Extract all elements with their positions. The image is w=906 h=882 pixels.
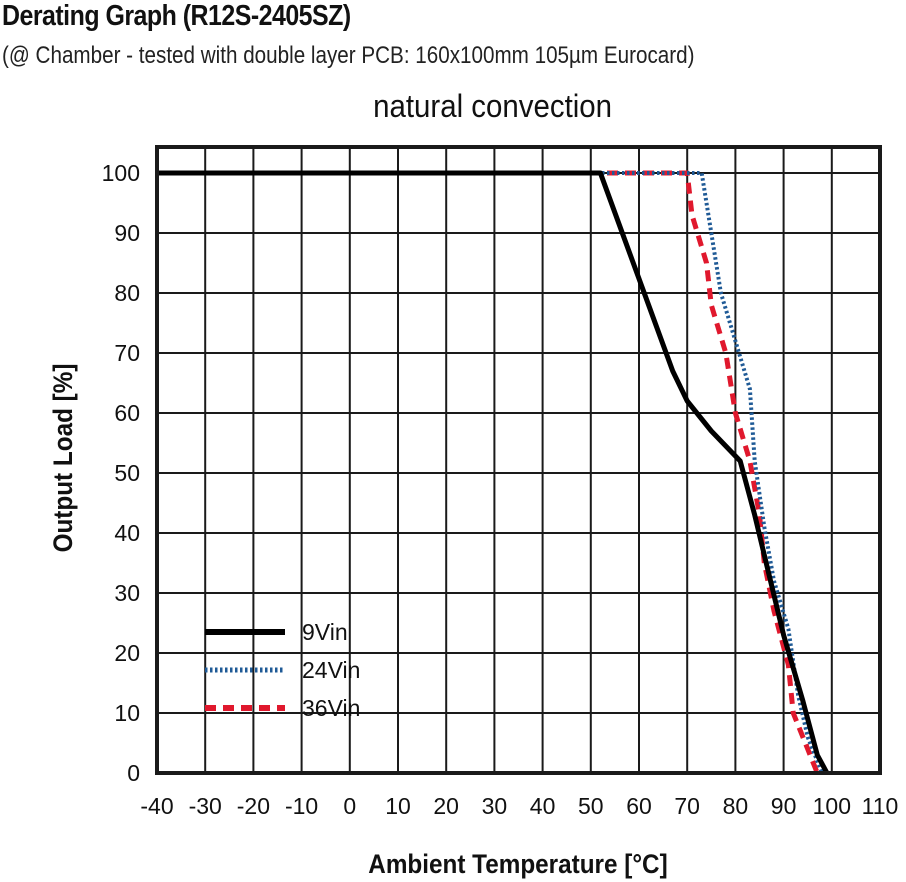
page-title: Derating Graph (R12S-2405SZ) [2, 0, 351, 32]
legend-label: 36Vin [302, 695, 360, 721]
y-tick-label: 0 [127, 760, 140, 786]
y-tick-label: 60 [114, 400, 140, 426]
x-tick-label: -10 [285, 793, 318, 819]
y-tick-label: 50 [114, 460, 140, 486]
x-tick-label: -20 [237, 793, 270, 819]
legend-label: 24Vin [302, 657, 360, 683]
x-tick-label: 10 [385, 793, 411, 819]
x-tick-label: 80 [723, 793, 749, 819]
x-tick-label: 70 [674, 793, 700, 819]
x-tick-label: 60 [626, 793, 652, 819]
legend: 9Vin 24Vin 36Vin [205, 619, 360, 721]
series-lines [157, 170, 830, 775]
y-tick-labels: 0 10 20 30 40 50 60 70 80 90 100 [102, 160, 140, 786]
x-tick-label: -40 [140, 793, 173, 819]
grid-lines [157, 147, 880, 773]
x-tick-label: 0 [343, 793, 356, 819]
y-tick-label: 80 [114, 280, 140, 306]
chart-title: natural convection [373, 88, 613, 124]
y-tick-label: 20 [114, 640, 140, 666]
x-tick-label: 40 [530, 793, 556, 819]
x-tick-label: 100 [813, 793, 851, 819]
y-tick-label: 10 [114, 700, 140, 726]
x-tick-label: 50 [578, 793, 604, 819]
series-line-9vin [157, 170, 830, 775]
y-tick-label: 100 [102, 160, 140, 186]
legend-label: 9Vin [302, 619, 348, 645]
series-line-24vin [157, 171, 825, 774]
y-tick-label: 30 [114, 580, 140, 606]
page-subtitle: (@ Chamber - tested with double layer PC… [2, 42, 695, 69]
plot-frame [155, 145, 882, 775]
x-axis-label: Ambient Temperature [°C] [368, 850, 667, 879]
series-line-36vin [157, 170, 820, 774]
x-tick-label: 20 [433, 793, 459, 819]
y-axis-label: Output Load [%] [49, 364, 78, 553]
x-tick-label: 110 [862, 793, 899, 819]
x-tick-label: -30 [189, 793, 222, 819]
y-tick-label: 70 [114, 340, 140, 366]
x-tick-label: 30 [482, 793, 508, 819]
y-tick-label: 90 [114, 220, 140, 246]
x-tick-label: 90 [771, 793, 797, 819]
x-tick-labels: -40 -30 -20 -10 0 10 20 30 40 50 60 70 80 90 100 110 [140, 793, 898, 819]
y-tick-label: 40 [114, 520, 140, 546]
